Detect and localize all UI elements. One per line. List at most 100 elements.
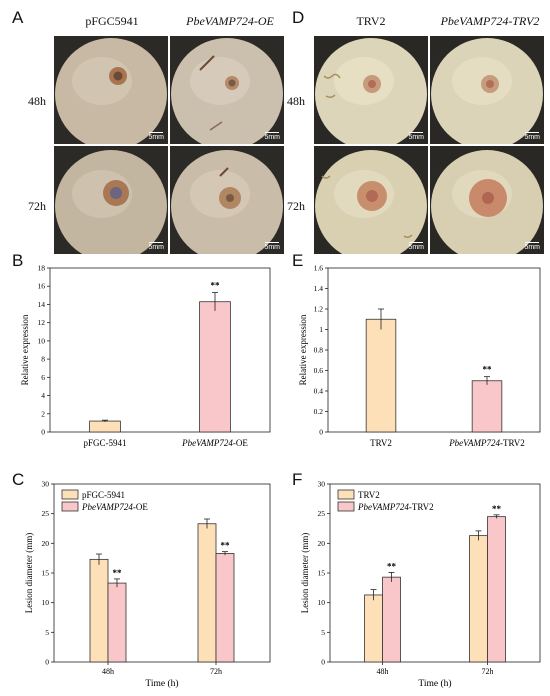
photo-d-column-1-label: TRV2: [356, 14, 386, 28]
photo-a-48h-control: 5mm: [54, 36, 168, 144]
y-axis-label: Lesion diameter (mm): [300, 533, 310, 613]
scale-bar: 5mm: [408, 132, 424, 141]
bar: [197, 523, 217, 663]
y-tick-label: 10: [318, 598, 326, 607]
x-axis-label: Time (h): [418, 678, 451, 689]
significance-mark: **: [113, 568, 123, 578]
scale-bar: 5mm: [264, 242, 280, 251]
x-tick-label: 72h: [210, 667, 222, 676]
bar: [469, 535, 488, 663]
y-tick-label: 0.2: [314, 407, 324, 416]
legend-label: TRV2: [358, 490, 380, 500]
bar: [89, 558, 109, 663]
chart-e-relative-expression: 0 0.2 0.4 0.6 0.8 1 1.2 1.4 1.6 Relative expressi…: [298, 264, 541, 448]
panel-letter-d: D: [292, 8, 305, 27]
x-tick-label: 48h: [102, 667, 114, 676]
scale-bar: 5mm: [524, 242, 540, 251]
y-tick-label: 16: [38, 282, 46, 291]
y-axis-label: Lesion diameter (mm): [24, 533, 34, 613]
y-axis-label: Relative expression: [298, 314, 308, 385]
photo-a-72h-overexpression: 5mm: [170, 146, 284, 254]
photo-d-row-2-label: 72h: [287, 199, 305, 213]
y-tick-label: 0.8: [314, 346, 324, 355]
plot-frame: [49, 267, 271, 433]
significance-mark: **: [492, 504, 502, 514]
y-tick-label: 0: [45, 658, 49, 667]
y-tick-label: 15: [318, 569, 326, 578]
x-tick-label: PbeVAMP724-OE: [181, 438, 248, 448]
photo-d-row-1-label: 48h: [287, 94, 305, 108]
panel-letter-b: B: [12, 251, 24, 270]
panel-letter-f: F: [292, 470, 303, 489]
bar: [107, 582, 127, 663]
y-tick-label: 14: [38, 300, 46, 309]
y-tick-label: 0: [41, 428, 45, 437]
y-tick-label: 1.6: [314, 264, 324, 273]
photo-a-48h-overexpression: 5mm: [170, 36, 284, 144]
y-tick-label: 18: [38, 264, 46, 273]
y-tick-label: 0: [321, 658, 325, 667]
scale-bar: 5mm: [264, 132, 280, 141]
legend-swatch: [337, 489, 355, 500]
y-tick-label: 5: [45, 628, 49, 637]
photo-d-72h-silenced: 5mm: [430, 146, 544, 254]
chart-f-lesion-diameter: 0 5 10 15 20 25 30 Lesion diameter (mm) Time (h)…: [300, 480, 541, 689]
y-tick-label: 30: [318, 480, 326, 489]
significance-mark: **: [211, 281, 221, 291]
y-tick-label: 20: [42, 539, 50, 548]
x-tick-label: TRV2: [370, 438, 392, 448]
scale-bar: 5mm: [148, 242, 164, 251]
y-tick-label: 0.6: [314, 366, 324, 375]
chart-c-lesion-diameter: 0 5 10 15 20 25 30 Lesion diameter (mm) Time (h)…: [24, 480, 271, 689]
y-tick-label: 0: [319, 428, 323, 437]
significance-mark: **: [221, 541, 231, 551]
y-tick-label: 20: [318, 539, 326, 548]
panel-letter-c: C: [12, 470, 25, 489]
y-tick-label: 6: [41, 373, 45, 382]
legend-label: PbeVAMP724-TRV2: [357, 502, 434, 512]
legend-swatch: [337, 501, 355, 512]
scale-bar: 5mm: [408, 242, 424, 251]
y-tick-label: 4: [41, 391, 45, 400]
y-tick-label: 10: [38, 336, 46, 345]
photo-d-column-2-label: PbeVAMP724-TRV2: [440, 14, 540, 28]
significance-mark: **: [483, 365, 493, 375]
y-tick-label: 30: [42, 480, 50, 489]
y-tick-label: 0.4: [314, 387, 324, 396]
y-tick-label: 1: [319, 325, 323, 334]
y-tick-label: 10: [42, 598, 50, 607]
x-tick-label: pFGC-5941: [83, 438, 126, 448]
plot-frame: [327, 267, 541, 433]
legend-label: PbeVAMP724-OE: [81, 502, 148, 512]
photo-a-column-1-label: pFGC5941: [85, 14, 139, 28]
legend-label: pFGC-5941: [82, 490, 125, 500]
y-tick-label: 8: [41, 355, 45, 364]
photo-d-48h-control: 5mm: [314, 36, 428, 144]
y-tick-label: 25: [318, 509, 326, 518]
y-tick-label: 2: [41, 409, 45, 418]
bar: [215, 553, 235, 663]
panel-letter-e: E: [292, 251, 304, 270]
x-axis-label: Time (h): [145, 678, 178, 689]
panel-letter-a: A: [12, 8, 24, 27]
photo-a-column-2-label: PbeVAMP724-OE: [186, 14, 274, 28]
y-tick-label: 15: [42, 569, 50, 578]
legend-swatch: [61, 501, 79, 512]
bar: [364, 594, 383, 663]
bar: [471, 380, 503, 433]
y-axis-label: Relative expression: [20, 314, 30, 385]
bar: [199, 301, 231, 433]
scale-bar: 5mm: [148, 132, 164, 141]
photo-a-72h-control: 5mm: [54, 146, 168, 254]
significance-mark: **: [387, 561, 397, 571]
bar: [382, 576, 401, 663]
photo-a-row-2-label: 72h: [28, 199, 46, 213]
photo-d-72h-control: 5mm: [314, 146, 428, 254]
x-tick-label: 72h: [482, 667, 494, 676]
y-tick-label: 1.4: [314, 284, 324, 293]
y-tick-label: 1.2: [314, 305, 324, 314]
y-tick-label: 12: [38, 318, 46, 327]
legend-swatch: [61, 489, 79, 500]
y-tick-label: 25: [42, 509, 50, 518]
chart-b-relative-expression: 0 2 4 6 8 10 12 14 16 18 Relative expression pFGC-5…: [20, 264, 271, 448]
